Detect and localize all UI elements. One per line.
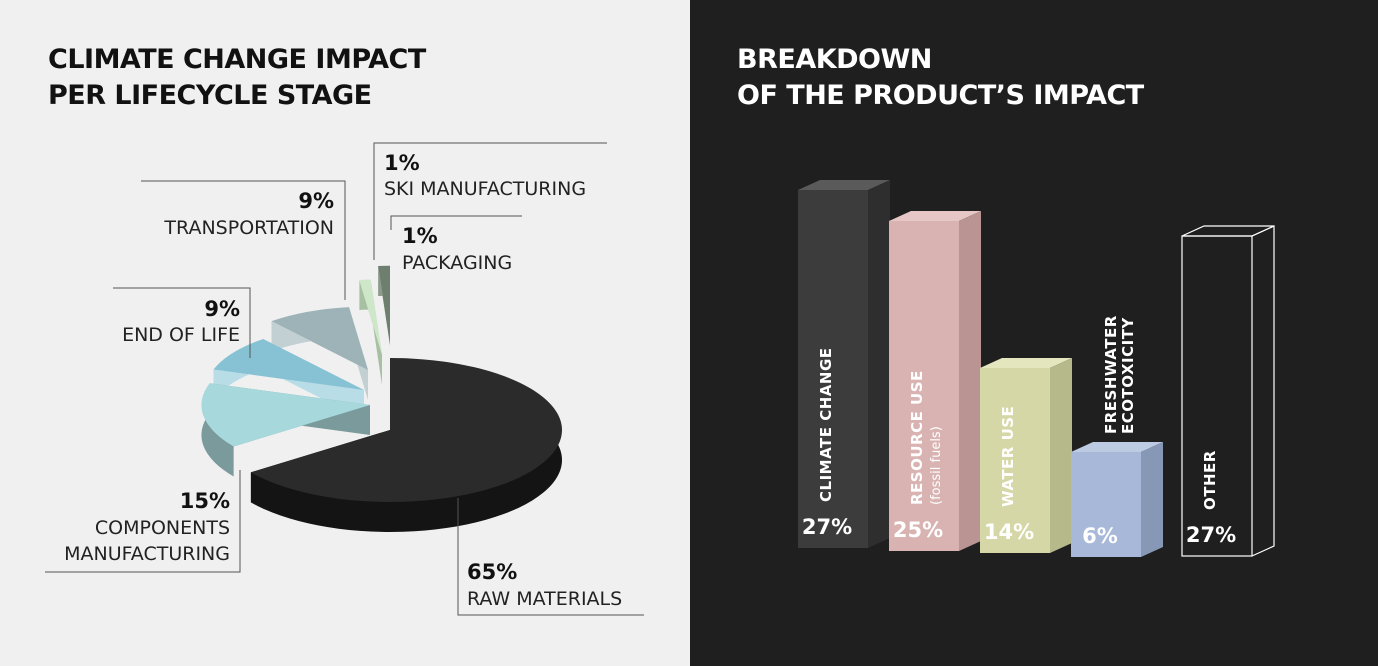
pie-slice-transportation (271, 307, 368, 400)
pie-label-packaging: PACKAGING (402, 252, 512, 274)
pie-slice-top (378, 265, 390, 345)
pie-slice-top (359, 279, 382, 355)
bar-freshwater-ecotoxicity: 6% FRESHWATER ECOTOXICITY (1071, 315, 1163, 557)
pie-label-end-of-life: END OF LIFE (122, 324, 240, 346)
pie-slice-top (201, 383, 370, 447)
bar-sublabel-resource-use: (fossil fuels) (929, 426, 944, 505)
bar-pct-climate-change: 27% (802, 515, 852, 539)
pie-pct-packaging: 1% (402, 224, 438, 248)
bar-pct-water-use: 14% (984, 520, 1034, 544)
bar-chart: 27% CLIMATE CHANGE 25% RESOURCE USE (fossil … (798, 180, 1275, 557)
bar-chart-title: BREAKDOWN OF THE PRODUCT’S IMPACT (737, 42, 1144, 114)
bar-pct-freshwater-ecotoxicity: 6% (1082, 524, 1118, 548)
pie-slice-side (359, 279, 382, 385)
pie-pct-transportation: 9% (298, 189, 334, 213)
pie-slice-top (250, 358, 563, 502)
callout-line-packaging (390, 215, 522, 230)
bar-top-label-freshwater-ecotoxicity: ECOTOXICITY (1119, 317, 1137, 434)
bar-top (1071, 442, 1163, 452)
callout-line-raw-materials (457, 498, 644, 616)
pie-slice-top (271, 307, 368, 370)
bar-front-outline (1181, 235, 1253, 557)
bar-top-label-freshwater-ecotoxicity: FRESHWATER (1102, 315, 1120, 434)
bar-side-outline (1251, 225, 1275, 557)
pie-title-line-1: CLIMATE CHANGE IMPACT (48, 44, 426, 75)
bar-side (1141, 442, 1163, 557)
pie-label-components-manufacturing: COMPONENTS (95, 517, 230, 539)
bar-other: 27% OTHER (1181, 225, 1275, 557)
callout-line-transportation (141, 180, 346, 300)
pie-slice-top (213, 338, 364, 390)
pie-slice-raw-materials (250, 358, 563, 532)
bar-pct-resource-use: 25% (893, 518, 943, 542)
bar-label-other: OTHER (1201, 450, 1219, 510)
bar-side (959, 211, 981, 551)
pie-label-raw-materials: RAW MATERIALS (467, 588, 622, 610)
bar-top (980, 358, 1072, 368)
pie-title-line-2: PER LIFECYCLE STAGE (48, 80, 372, 111)
bar-water-use: 14% WATER USE (980, 358, 1072, 553)
bar-label-resource-use: RESOURCE USE (908, 370, 926, 505)
pie-pct-ski-manufacturing: 1% (384, 151, 420, 175)
pie-slice-side (378, 265, 390, 375)
pie-pct-raw-materials: 65% (467, 560, 517, 584)
bar-top (889, 211, 981, 221)
bar-side (868, 180, 890, 548)
bar-top-outline (1181, 225, 1275, 237)
bar-side (1050, 358, 1072, 553)
bar-front (1071, 452, 1141, 557)
bar-title-line-1: BREAKDOWN (737, 44, 932, 75)
bar-label-water-use: WATER USE (999, 406, 1017, 507)
pie-chart-title: CLIMATE CHANGE IMPACT PER LIFECYCLE STAG… (48, 42, 426, 114)
bar-pct-other: 27% (1186, 523, 1236, 547)
pie-pct-end-of-life: 9% (204, 297, 240, 321)
pie-chart: 65% RAW MATERIALS 15% COMPONENTS MANUFACTURI… (45, 142, 644, 616)
pie-slice-components-manufacturing (201, 383, 370, 477)
bar-resource-use: 25% RESOURCE USE (fossil fuels) (889, 211, 981, 551)
pie-label-transportation: TRANSPORTATION (163, 217, 334, 239)
bar-front (980, 368, 1050, 553)
pie-pct-components-manufacturing: 15% (180, 489, 230, 513)
pie-slice-ski-manufacturing (359, 279, 382, 385)
bar-climate-change: 27% CLIMATE CHANGE (798, 180, 890, 548)
pie-label-components-manufacturing: MANUFACTURING (64, 543, 230, 565)
lifecycle-pie-panel: CLIMATE CHANGE IMPACT PER LIFECYCLE STAG… (0, 0, 690, 666)
callout-line-components-manufacturing (45, 470, 241, 573)
bar-label-climate-change: CLIMATE CHANGE (817, 347, 835, 502)
pie-slice-packaging (378, 265, 390, 375)
impact-bar-panel: BREAKDOWN OF THE PRODUCT’S IMPACT 27% CLI… (690, 0, 1378, 666)
bar-top (798, 180, 890, 190)
callout-line-ski-manufacturing (373, 142, 607, 260)
bar-title-line-2: OF THE PRODUCT’S IMPACT (737, 80, 1144, 111)
bar-front (889, 221, 959, 551)
pie-label-ski-manufacturing: SKI MANUFACTURING (384, 178, 586, 200)
callout-line-end-of-life (113, 287, 251, 358)
bar-front (798, 190, 868, 548)
